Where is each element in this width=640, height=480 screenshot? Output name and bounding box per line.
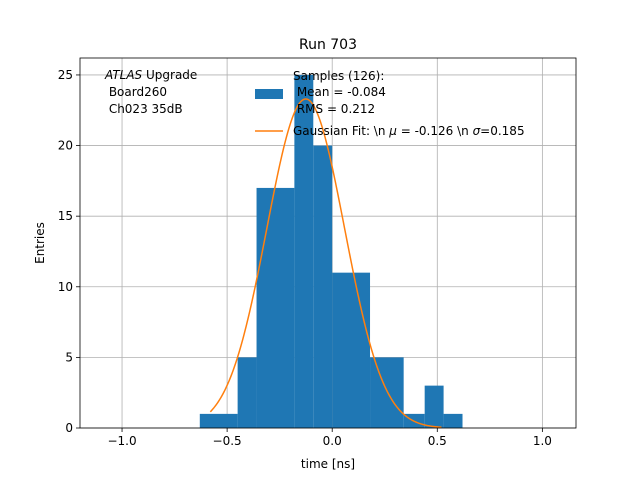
y-tick-label: 25	[58, 68, 73, 82]
axes-frame	[79, 57, 577, 429]
chart-title: Run 703	[299, 37, 357, 53]
y-tick-label: 5	[65, 350, 73, 364]
histogram-bar	[294, 74, 314, 428]
x-tick-label: 0.0	[323, 434, 342, 448]
annotation-experiment: ATLAS	[104, 68, 143, 82]
y-axis-ticks: 0 5 10 15 20 25	[58, 68, 80, 435]
histogram-bar	[424, 385, 444, 428]
histogram-bars	[199, 74, 463, 428]
legend-fit-mu-symbol: μ	[388, 124, 397, 138]
legend-fit-sigma-text: =0.185	[480, 124, 524, 138]
legend-fit-sigma-symbol: σ	[473, 124, 481, 138]
legend-samples-line3: RMS = 0.212	[293, 102, 375, 116]
annotation-channel: Ch023 35dB	[105, 102, 183, 116]
svg-text:ATLAS Upgrade: ATLAS Upgrade	[104, 68, 197, 82]
histogram-bar	[237, 357, 257, 428]
legend-fit-mu-text: = -0.126 \n	[397, 124, 473, 138]
annotation-board: Board260	[105, 85, 167, 99]
y-axis-label: Entries	[33, 222, 47, 264]
y-tick-label: 0	[65, 421, 73, 435]
legend: Samples (126): Mean = -0.084 RMS = 0.212…	[255, 69, 525, 138]
legend-samples-line2: Mean = -0.084	[293, 85, 386, 99]
y-tick-label: 20	[58, 139, 73, 153]
y-tick-label: 15	[58, 209, 73, 223]
x-axis-ticks: −1.0 −0.5 0.0 0.5 1.0	[107, 428, 552, 448]
annotation-line1-rest: Upgrade	[142, 68, 197, 82]
legend-samples-patch	[255, 89, 283, 99]
x-tick-label: 1.0	[533, 434, 552, 448]
x-tick-label: −1.0	[107, 434, 136, 448]
legend-fit-prefix: Gaussian Fit: \n	[293, 124, 389, 138]
histogram-bar	[443, 413, 463, 428]
legend-samples-line1: Samples (126):	[293, 69, 384, 83]
histogram-bar	[256, 187, 295, 428]
gaussian-fit-curve	[209, 98, 442, 429]
x-tick-label: 0.5	[428, 434, 447, 448]
y-tick-label: 10	[58, 280, 73, 294]
histogram-bar	[332, 272, 371, 428]
x-tick-label: −0.5	[213, 434, 242, 448]
x-axis-label: time [ns]	[301, 457, 355, 471]
histogram-bar	[313, 145, 333, 428]
atlas-annotation: ATLAS Upgrade Board260 Ch023 35dB	[104, 68, 197, 116]
legend-fit-label: Gaussian Fit: \n μ = -0.126 \n σ=0.185	[293, 124, 525, 138]
histogram-bar	[370, 357, 404, 428]
histogram-bar	[199, 413, 238, 428]
